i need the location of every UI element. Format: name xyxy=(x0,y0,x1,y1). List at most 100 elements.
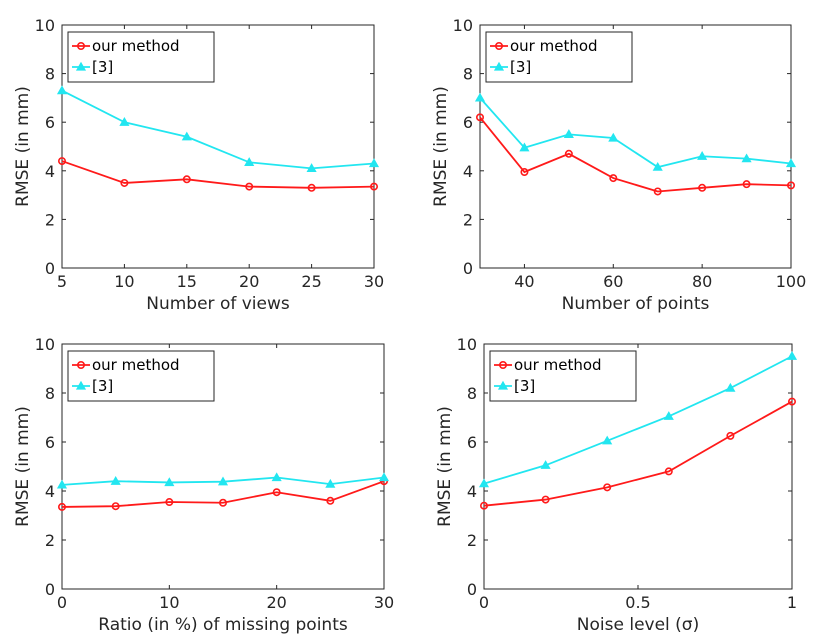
data-point xyxy=(602,435,613,445)
y-tick-label: 2 xyxy=(45,531,55,550)
data-point xyxy=(603,483,612,492)
chart-views: 5 10 15 20 25 30 0 2 4 6 8 10 Number of views RMSE (i… xyxy=(13,16,384,314)
data-point xyxy=(307,183,316,192)
y-tick-label: 8 xyxy=(45,384,55,403)
series-ref-3 xyxy=(478,351,798,488)
legend-label: our method xyxy=(510,37,598,55)
y-tick-label: 8 xyxy=(467,384,477,403)
x-tick-label: 0 xyxy=(57,593,67,612)
legend-item-our-method: our method xyxy=(72,37,180,55)
y-tick-label: 2 xyxy=(467,531,477,550)
legend-label: [3] xyxy=(92,377,113,395)
x-axis-label: Number of views xyxy=(146,294,290,314)
y-tick-label: 8 xyxy=(463,65,473,84)
series-line xyxy=(483,400,793,507)
x-tick-label: 1 xyxy=(787,593,797,612)
chart-missing: 0 10 20 30 0 2 4 6 8 10 Ratio (in %) of missing po… xyxy=(13,335,394,635)
y-tick-label: 6 xyxy=(45,433,55,452)
data-point xyxy=(697,151,708,160)
x-axis-label: Number of points xyxy=(562,294,710,314)
x-tick-label: 5 xyxy=(57,272,67,291)
x-tick-label: 30 xyxy=(374,593,394,612)
x-tick-label: 25 xyxy=(301,272,321,291)
y-tick-label: 4 xyxy=(463,162,473,181)
data-point xyxy=(726,431,735,440)
data-point xyxy=(378,472,390,482)
x-tick-label: 15 xyxy=(177,272,197,291)
y-tick-label: 8 xyxy=(45,65,55,84)
data-point xyxy=(119,116,130,126)
legend-marker xyxy=(494,41,503,50)
data-point xyxy=(56,85,68,95)
series-line xyxy=(61,480,385,508)
legend-marker xyxy=(498,360,507,369)
x-tick-label: 0 xyxy=(479,593,489,612)
legend: our method [3] xyxy=(485,31,633,83)
legend-marker xyxy=(493,61,505,71)
y-tick-label: 4 xyxy=(45,162,55,181)
data-point xyxy=(698,183,707,192)
data-point xyxy=(786,351,798,360)
data-point xyxy=(785,158,797,168)
legend-label: [3] xyxy=(510,58,531,76)
legend-item-our-method: our method xyxy=(490,37,598,55)
data-point xyxy=(786,181,795,190)
legend-marker xyxy=(77,360,86,369)
x-tick-label: 100 xyxy=(776,272,807,291)
y-axis-label: RMSE (in mm) xyxy=(13,406,33,527)
legend-marker xyxy=(497,380,509,390)
data-point xyxy=(326,496,335,505)
y-tick-label: 0 xyxy=(467,580,477,599)
y-tick-label: 6 xyxy=(467,433,477,452)
legend-label: our method xyxy=(92,37,180,55)
data-point xyxy=(475,113,484,122)
legend-box xyxy=(485,31,633,83)
legend-marker xyxy=(77,41,86,50)
x-tick-label: 10 xyxy=(159,593,179,612)
legend-label: our method xyxy=(514,356,602,374)
data-point xyxy=(742,180,751,189)
series-line xyxy=(483,355,793,485)
x-tick-label: 20 xyxy=(266,593,286,612)
data-point xyxy=(272,488,281,497)
y-tick-label: 2 xyxy=(45,210,55,229)
y-tick-label: 10 xyxy=(453,16,473,35)
legend-label: [3] xyxy=(92,58,113,76)
data-point xyxy=(181,131,192,141)
y-tick-label: 4 xyxy=(45,482,55,501)
data-point xyxy=(369,182,378,191)
data-point xyxy=(540,460,551,469)
series-ref-3 xyxy=(474,92,797,171)
data-point xyxy=(787,397,796,406)
series-line xyxy=(61,89,375,170)
series-our-method xyxy=(475,113,795,196)
data-point xyxy=(520,168,529,177)
y-tick-label: 10 xyxy=(35,335,55,354)
data-point xyxy=(120,178,129,187)
series-ref-3 xyxy=(56,472,390,489)
data-point xyxy=(110,475,121,485)
data-point xyxy=(244,157,255,166)
data-point xyxy=(165,498,174,507)
y-tick-label: 0 xyxy=(463,259,473,278)
x-tick-label: 40 xyxy=(514,272,534,291)
data-point xyxy=(563,129,574,138)
data-point xyxy=(271,472,282,482)
y-tick-label: 4 xyxy=(467,482,477,501)
x-tick-label: 10 xyxy=(114,272,134,291)
data-point xyxy=(478,478,490,488)
legend-item-ref-3: [3] xyxy=(72,58,113,76)
series-line xyxy=(479,116,792,193)
data-point xyxy=(368,158,380,168)
legend-item-ref-3: [3] xyxy=(494,377,535,395)
data-point xyxy=(664,467,673,476)
series-ref-3 xyxy=(56,85,380,173)
legend-marker xyxy=(75,61,87,71)
x-tick-label: 80 xyxy=(692,272,712,291)
data-point xyxy=(653,187,662,196)
data-point xyxy=(479,501,488,510)
series-our-method xyxy=(479,397,796,510)
legend: our method [3] xyxy=(67,350,215,402)
legend-item-ref-3: [3] xyxy=(72,377,113,395)
